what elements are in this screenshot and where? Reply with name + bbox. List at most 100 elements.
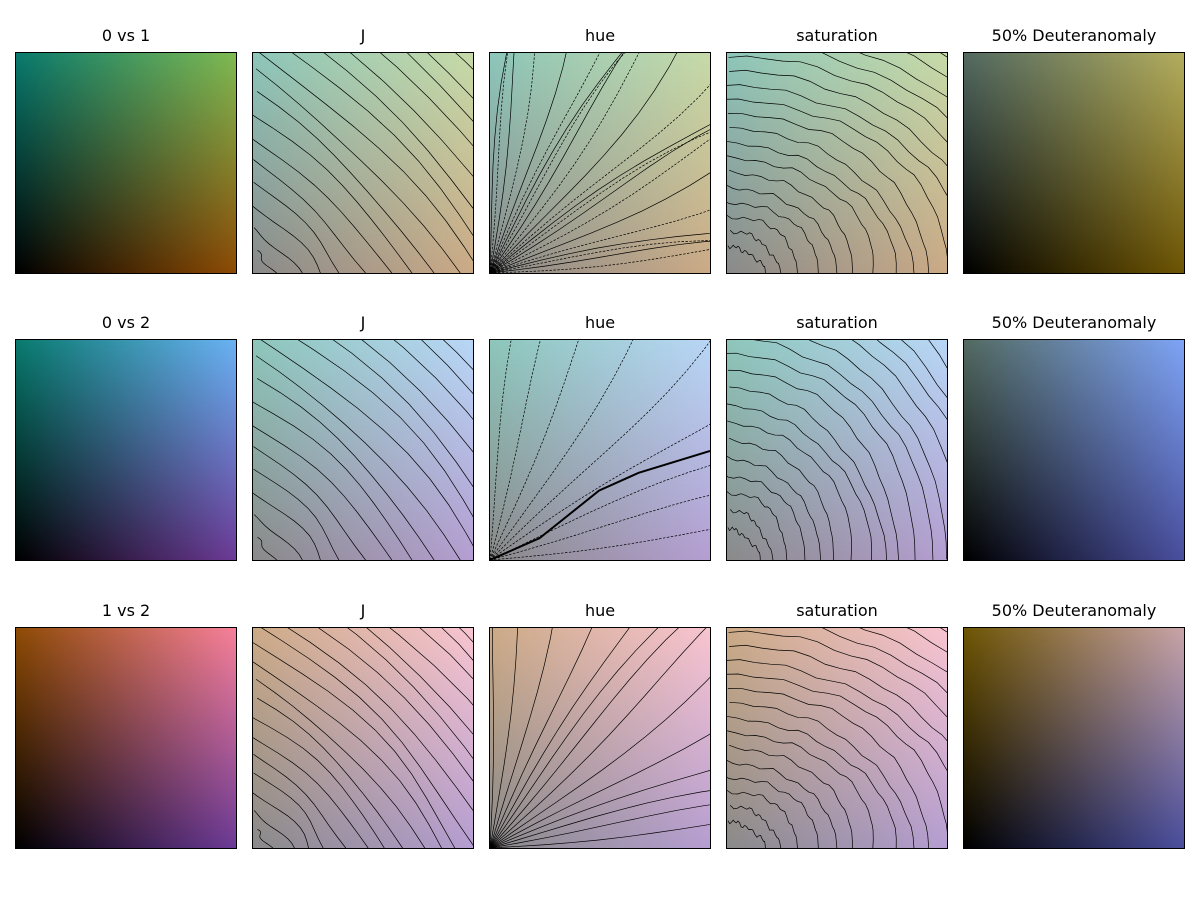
contour-line	[490, 628, 593, 848]
contour-line	[490, 131, 710, 273]
heatmap-blend	[490, 53, 710, 273]
heatmap-blend	[727, 628, 947, 848]
contour-line	[256, 378, 435, 560]
contour-line	[455, 53, 473, 70]
contour-line	[728, 744, 853, 848]
heatmap-svg	[253, 340, 473, 560]
heatmap-blend	[964, 628, 1184, 848]
contour-line	[255, 355, 461, 560]
contour-line	[727, 819, 766, 848]
contour-line	[490, 340, 579, 560]
contour-line	[253, 159, 366, 273]
heatmap-svg	[490, 628, 710, 848]
heatmap-blend	[16, 53, 236, 273]
heatmap-panel	[15, 627, 237, 849]
contour-line	[490, 84, 710, 273]
contour-line	[490, 628, 553, 848]
contour-line	[753, 340, 934, 560]
panel-title: J	[360, 313, 366, 332]
contour-line	[318, 628, 473, 782]
contour-line	[727, 155, 874, 273]
heatmap-svg	[16, 340, 236, 560]
contour-line	[727, 491, 788, 560]
contour-line	[727, 716, 897, 848]
contour-line	[253, 737, 369, 848]
heatmap-panel	[489, 339, 711, 561]
contour-line	[727, 113, 930, 273]
contour-line	[728, 55, 947, 143]
heatmap-blend	[964, 340, 1184, 560]
contour-line	[490, 770, 710, 848]
contour-line	[389, 628, 473, 706]
contour-line	[808, 340, 947, 560]
heatmap-blend	[727, 53, 947, 273]
contour-line	[876, 340, 947, 420]
contour-line	[490, 628, 707, 848]
heatmap-svg	[253, 628, 473, 848]
contour-line	[419, 628, 473, 680]
contour-line	[490, 423, 710, 560]
heatmap-svg	[253, 53, 473, 273]
contour-line	[490, 53, 625, 273]
contour-line	[727, 455, 821, 560]
contour-line	[253, 227, 303, 273]
contour-line	[727, 141, 897, 273]
heatmap-blend	[964, 53, 1184, 273]
contour-line	[727, 789, 798, 848]
contour-line	[490, 340, 512, 560]
contour-line	[407, 53, 473, 122]
contour-line	[490, 53, 624, 273]
contour-line	[490, 790, 710, 848]
contour-line	[459, 628, 473, 643]
panel-title: 50% Deuteranomaly	[991, 601, 1157, 620]
panel-title: J	[360, 26, 366, 45]
contour-line	[253, 514, 303, 560]
contour-line	[255, 68, 461, 273]
contour-line	[490, 53, 515, 273]
panel-title: hue	[584, 601, 616, 620]
contour-line	[727, 403, 873, 560]
contour-line	[729, 805, 782, 848]
heatmap-svg	[964, 628, 1184, 848]
contour-line	[490, 628, 494, 848]
heatmap-panel	[963, 339, 1185, 561]
heatmap-svg	[964, 340, 1184, 560]
contour-line	[253, 772, 324, 848]
contour-line	[253, 468, 340, 560]
contour-line	[380, 53, 473, 147]
heatmap-svg	[490, 53, 710, 273]
panel-title: 0 vs 2	[101, 313, 151, 332]
contour-line	[253, 642, 456, 848]
contour-line	[729, 644, 947, 742]
heatmap-panel	[15, 52, 237, 274]
contour-line	[260, 340, 473, 547]
heatmap-svg	[727, 628, 947, 848]
contour-line	[253, 810, 295, 848]
contour-line	[253, 181, 340, 273]
contour-line	[256, 91, 435, 273]
contour-line	[287, 628, 473, 811]
contour-line	[361, 340, 473, 453]
contour-line	[253, 205, 321, 273]
heatmap-panel	[252, 627, 474, 849]
contour-line	[728, 437, 834, 560]
contour-line	[727, 776, 819, 848]
contour-line	[490, 628, 679, 848]
heatmap-blend	[490, 340, 710, 560]
panel-title: saturation	[796, 313, 878, 332]
contour-line	[729, 386, 887, 560]
contour-line	[490, 129, 710, 273]
contour-line	[859, 53, 947, 98]
heatmap-svg	[490, 340, 710, 560]
contour-line	[253, 753, 347, 848]
heatmap-panel	[252, 339, 474, 561]
contour-line	[253, 661, 442, 848]
contour-line	[727, 185, 838, 273]
contour-line	[261, 628, 473, 846]
contour-line	[347, 628, 473, 760]
contour-line	[851, 340, 947, 463]
contour-line	[490, 249, 710, 273]
contour-line	[727, 673, 947, 833]
contour-line	[253, 425, 393, 560]
contour-line	[257, 828, 274, 848]
